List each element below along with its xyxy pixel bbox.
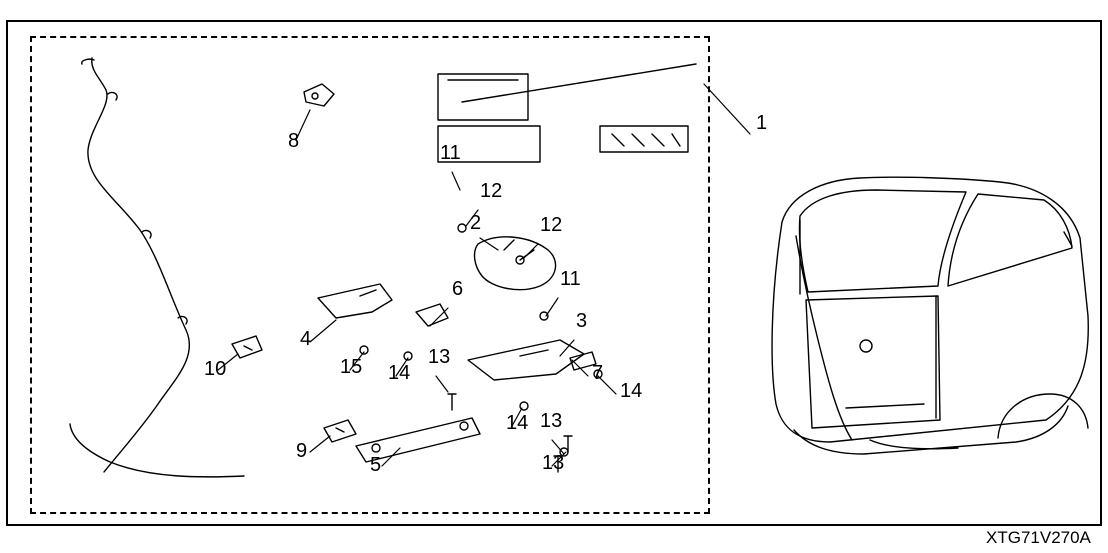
callout-11a: 11 bbox=[440, 142, 461, 165]
callout-7: 7 bbox=[592, 362, 603, 385]
callout-10: 10 bbox=[204, 358, 226, 381]
callout-14a: 14 bbox=[388, 362, 410, 385]
kit-boundary-box bbox=[30, 36, 710, 514]
callout-13c: 13 bbox=[542, 452, 564, 475]
callout-14c: 14 bbox=[506, 412, 528, 435]
callout-6: 6 bbox=[452, 278, 463, 301]
callout-12a: 12 bbox=[480, 180, 502, 203]
diagram-stage: 1 8 11 12 2 12 11 6 4 15 14 13 3 7 14 14 13 13 10 9 5 XTG71V… bbox=[0, 0, 1108, 553]
callout-1: 1 bbox=[756, 112, 767, 135]
callout-11b: 11 bbox=[560, 268, 581, 291]
callout-5: 5 bbox=[370, 454, 381, 477]
callout-8: 8 bbox=[288, 130, 299, 153]
diagram-part-number: XTG71V270A bbox=[986, 528, 1091, 548]
callout-4: 4 bbox=[300, 328, 311, 351]
callout-15: 15 bbox=[340, 356, 362, 379]
callout-14b: 14 bbox=[620, 380, 642, 403]
callout-13a: 13 bbox=[428, 346, 450, 369]
callout-2: 2 bbox=[470, 212, 481, 235]
callout-12b: 12 bbox=[540, 214, 562, 237]
callout-3: 3 bbox=[576, 310, 587, 333]
callout-9: 9 bbox=[296, 440, 307, 463]
callout-13b: 13 bbox=[540, 410, 562, 433]
